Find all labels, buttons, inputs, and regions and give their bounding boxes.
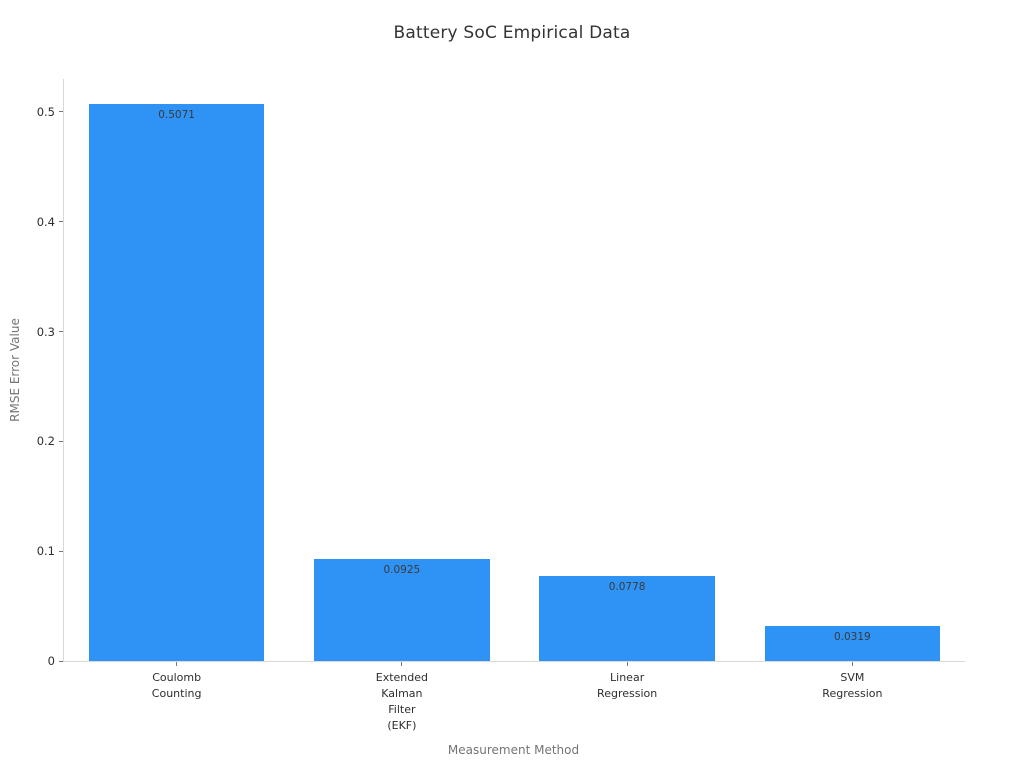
y-tick-label: 0.4 <box>36 214 55 229</box>
bar-coulomb-counting: 0.5071 <box>88 104 265 661</box>
x-tick <box>626 662 628 666</box>
y-tick <box>59 331 63 333</box>
x-tick-label: Coulomb Counting <box>151 671 202 700</box>
bar-value-label: 0.5071 <box>158 109 195 122</box>
y-tick <box>59 111 63 113</box>
y-tick <box>59 660 63 662</box>
x-axis-label: Measurement Method <box>447 743 580 757</box>
bar-extended-kalman-filter-ekf: 0.0925 <box>314 559 490 661</box>
y-tick-label: 0.1 <box>36 544 55 559</box>
x-tick <box>851 662 853 666</box>
y-tick-label: 0.5 <box>36 104 55 119</box>
y-tick-label: 0.3 <box>36 324 55 339</box>
chart-title: Battery SoC Empirical Data <box>393 23 631 43</box>
bar-linear-regression: 0.0778 <box>539 575 715 661</box>
y-axis-label: RMSE Error Value <box>8 318 22 422</box>
x-tick <box>176 662 178 666</box>
y-tick <box>59 440 63 442</box>
x-tick-label: SVM Regression <box>822 671 883 700</box>
y-tick-label: 0.2 <box>36 434 55 449</box>
plot-area: 0 0.1 0.2 0.3 0.4 0.5 0.5071 Coulomb Counting 0.… <box>37 79 965 732</box>
y-tick <box>59 550 63 552</box>
bar-svm-regression: 0.0319 <box>764 625 941 661</box>
x-tick <box>401 662 403 666</box>
bar-value-label: 0.0925 <box>383 564 421 577</box>
x-tick-label: Linear Regression <box>597 671 658 700</box>
y-tick-label: 0 <box>47 654 55 668</box>
bar-value-label: 0.0319 <box>833 630 871 643</box>
bar-value-label: 0.0778 <box>608 580 646 593</box>
x-tick-label: Extended Kalman Filter (EKF) <box>375 671 428 732</box>
y-tick <box>59 221 63 223</box>
